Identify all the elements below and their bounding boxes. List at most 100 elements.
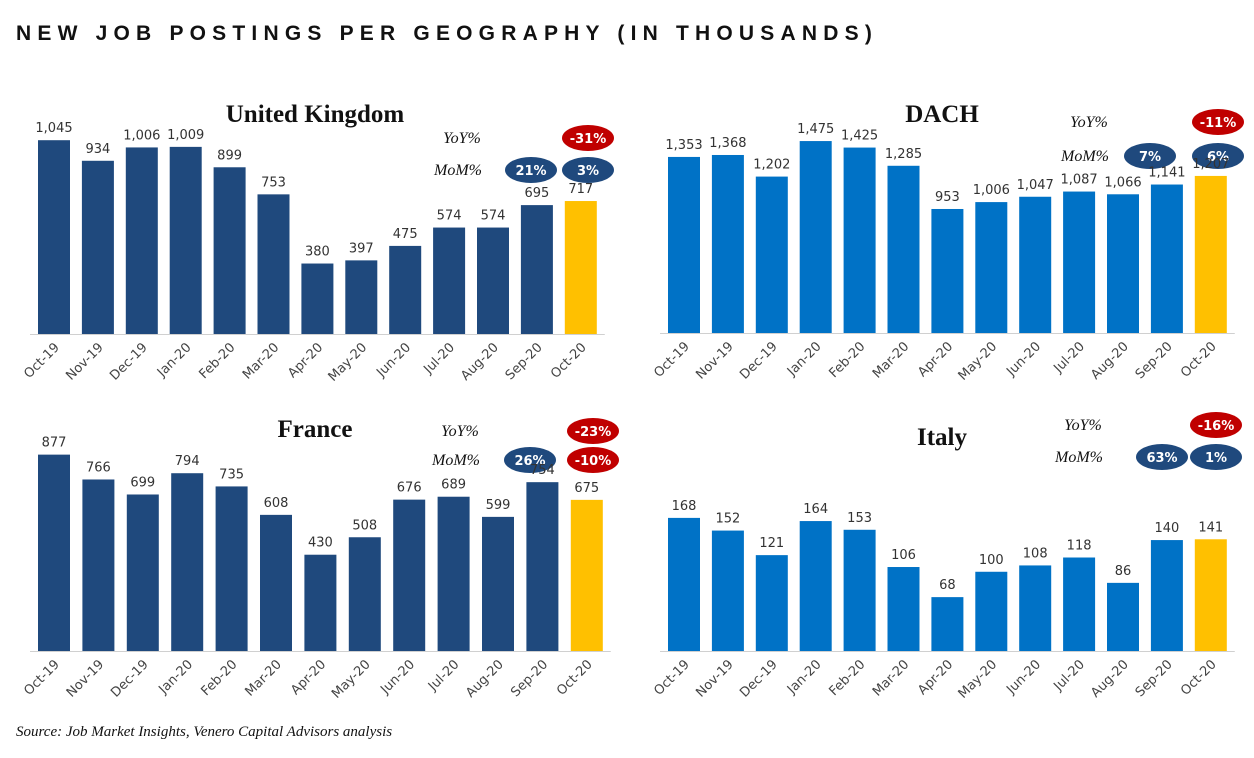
bar-apr-20 <box>931 208 964 333</box>
mom-badge-current: 3% <box>562 157 614 183</box>
value-label: 899 <box>217 148 242 163</box>
value-label: 121 <box>759 536 784 551</box>
bar-oct-19 <box>668 517 700 651</box>
yoy-badge: -16% <box>1190 412 1242 438</box>
page-title: NEW JOB POSTINGS PER GEOGRAPHY (IN THOUS… <box>16 22 879 45</box>
bar-apr-20 <box>304 554 337 651</box>
x-tick-label: Jul-20 <box>1051 339 1088 376</box>
x-tick-label: Jan-20 <box>784 339 825 380</box>
mom-badge-prev-text: 63% <box>1146 451 1177 466</box>
mom-label: MoM% <box>1054 449 1103 466</box>
value-label: 794 <box>175 454 200 469</box>
x-tick-label: Apr-20 <box>915 657 956 698</box>
bar-may-20 <box>975 571 1008 651</box>
mom-badge-current-shape <box>567 447 619 473</box>
bar-sep-20 <box>1150 184 1183 333</box>
value-label: 1,006 <box>973 183 1010 198</box>
value-label: 397 <box>349 241 374 256</box>
x-tick-label: Jul-20 <box>425 657 462 694</box>
mom-badge-current-shape <box>562 157 614 183</box>
x-tick-label: Apr-20 <box>285 340 326 381</box>
chart-title: United Kingdom <box>226 101 405 128</box>
yoy-badge: -11% <box>1192 109 1244 135</box>
yoy-badge-shape <box>1192 109 1244 135</box>
mom-badge-current-text: 1% <box>1205 451 1227 466</box>
value-label: 108 <box>1023 546 1048 561</box>
x-tick-label: Mar-20 <box>242 657 284 699</box>
chart-panel-france: France YoY% MoM% -23% 26% -10% 877 Oct-19 766 Nov… <box>21 416 619 702</box>
x-tick-label: May-20 <box>956 657 1000 701</box>
x-tick-label: Dec-19 <box>107 340 150 383</box>
value-label: 699 <box>130 475 155 490</box>
x-tick-label: Dec-19 <box>737 657 780 700</box>
value-label: 735 <box>219 467 244 482</box>
yoy-badge: -23% <box>567 418 619 444</box>
value-label: 1,285 <box>885 147 922 162</box>
bar-jan-20 <box>799 141 832 333</box>
bar-jun-20 <box>389 245 422 334</box>
yoy-label: YoY% <box>441 423 479 440</box>
value-label: 675 <box>574 481 599 496</box>
chart-panel-dach: DACH YoY% MoM% -11% 7% 6% 1,353 Oct-19 1,368 Nov-… <box>651 101 1244 384</box>
value-label: 1,047 <box>1017 178 1054 193</box>
x-tick-label: Feb-20 <box>199 657 241 699</box>
x-tick-label: May-20 <box>326 340 370 384</box>
x-tick-label: Feb-20 <box>827 339 869 381</box>
x-tick-label: Apr-20 <box>915 339 956 380</box>
value-label: 754 <box>530 463 555 478</box>
value-label: 475 <box>393 227 418 242</box>
value-label: 141 <box>1198 520 1223 535</box>
chart-title: DACH <box>905 101 979 128</box>
yoy-label: YoY% <box>1070 114 1108 131</box>
value-label: 689 <box>441 478 466 493</box>
value-label: 574 <box>481 209 506 224</box>
x-tick-label: Sep-20 <box>503 340 546 383</box>
yoy-badge-text: -23% <box>575 425 612 440</box>
value-label: 1,087 <box>1060 173 1097 188</box>
value-label: 1,202 <box>753 158 790 173</box>
x-tick-label: Jul-20 <box>1051 657 1088 694</box>
value-label: 380 <box>305 245 330 260</box>
x-tick-label: Oct-19 <box>21 340 63 382</box>
bar-sep-20 <box>520 205 553 334</box>
bar-oct-20 <box>564 201 597 334</box>
bar-sep-20 <box>1150 540 1183 651</box>
bar-aug-20 <box>477 227 509 334</box>
bar-oct-19 <box>668 156 700 333</box>
bar-nov-19 <box>711 530 744 651</box>
value-label: 766 <box>86 460 111 475</box>
mom-badge-current-shape <box>1190 444 1242 470</box>
mom-badge-prev-text: 21% <box>515 164 546 179</box>
mom-badge-current: 1% <box>1190 444 1242 470</box>
x-tick-label: Oct-20 <box>1178 339 1220 381</box>
chart-panel-italy: Italy YoY% MoM% -16% 63% 1% 168 Oct-19 152 Nov-19… <box>651 412 1242 702</box>
x-tick-label: Nov-19 <box>693 339 736 382</box>
x-tick-label: Sep-20 <box>1133 657 1176 700</box>
yoy-badge-text: -11% <box>1200 116 1237 131</box>
bar-jun-20 <box>1019 565 1052 651</box>
mom-badge-current-shape <box>1192 143 1244 169</box>
x-tick-label: Oct-19 <box>651 657 693 699</box>
mom-label: MoM% <box>1060 148 1109 165</box>
yoy-label: YoY% <box>1064 417 1102 434</box>
yoy-badge-text: -31% <box>570 132 607 147</box>
value-label: 1,141 <box>1148 166 1185 181</box>
value-label: 100 <box>979 553 1004 568</box>
value-label: 717 <box>568 182 593 197</box>
bar-nov-19 <box>81 160 114 334</box>
x-tick-label: Jun-20 <box>1003 657 1044 698</box>
bar-nov-19 <box>711 154 744 333</box>
bar-oct-19 <box>38 140 70 334</box>
x-tick-label: Nov-19 <box>64 657 107 700</box>
value-label: 1,207 <box>1192 157 1229 172</box>
x-tick-label: May-20 <box>329 657 373 701</box>
bar-mar-20 <box>887 567 920 651</box>
value-label: 1,368 <box>709 136 746 151</box>
bar-oct-20 <box>1194 175 1227 333</box>
mom-badge-prev-shape <box>504 447 556 473</box>
yoy-badge-shape <box>562 125 614 151</box>
mom-badge-prev: 63% <box>1136 444 1188 470</box>
value-label: 118 <box>1067 539 1092 554</box>
x-tick-label: Feb-20 <box>197 340 239 382</box>
x-tick-label: Mar-20 <box>870 339 912 381</box>
